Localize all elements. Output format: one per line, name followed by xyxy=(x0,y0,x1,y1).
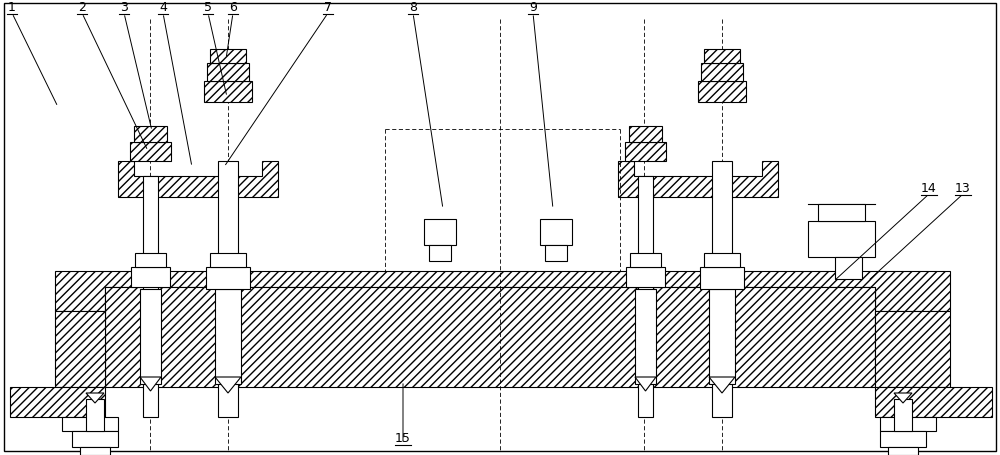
Polygon shape xyxy=(140,289,161,384)
Polygon shape xyxy=(540,219,572,245)
Polygon shape xyxy=(630,253,661,268)
Text: 13: 13 xyxy=(955,182,971,195)
Text: 7: 7 xyxy=(324,1,332,14)
Polygon shape xyxy=(700,268,744,289)
Polygon shape xyxy=(894,399,912,431)
Polygon shape xyxy=(105,288,875,387)
Polygon shape xyxy=(880,417,936,431)
Text: 3: 3 xyxy=(120,1,128,14)
Polygon shape xyxy=(698,82,746,103)
Polygon shape xyxy=(429,245,451,262)
Polygon shape xyxy=(894,393,912,403)
Polygon shape xyxy=(130,143,171,162)
Text: 15: 15 xyxy=(395,431,411,444)
Polygon shape xyxy=(701,64,743,82)
Polygon shape xyxy=(818,205,865,222)
Polygon shape xyxy=(55,311,105,387)
Polygon shape xyxy=(626,268,665,288)
Text: 6: 6 xyxy=(229,1,237,14)
Polygon shape xyxy=(218,162,238,417)
Polygon shape xyxy=(143,177,158,417)
Text: 1: 1 xyxy=(8,1,16,14)
Polygon shape xyxy=(545,245,567,262)
Text: 2: 2 xyxy=(78,1,86,14)
Polygon shape xyxy=(210,253,246,268)
Polygon shape xyxy=(709,289,735,384)
Polygon shape xyxy=(704,253,740,268)
Polygon shape xyxy=(635,377,656,391)
Polygon shape xyxy=(80,447,110,455)
Polygon shape xyxy=(10,387,105,417)
Polygon shape xyxy=(207,64,249,82)
Polygon shape xyxy=(888,447,918,455)
Polygon shape xyxy=(712,162,732,417)
Polygon shape xyxy=(118,162,278,197)
Text: 9: 9 xyxy=(529,1,537,14)
Text: 14: 14 xyxy=(921,182,937,195)
Polygon shape xyxy=(880,431,926,447)
Polygon shape xyxy=(704,50,740,64)
Polygon shape xyxy=(206,268,250,289)
Polygon shape xyxy=(638,177,653,417)
Polygon shape xyxy=(131,268,170,288)
Polygon shape xyxy=(72,431,118,447)
Polygon shape xyxy=(875,311,950,387)
Polygon shape xyxy=(134,127,167,143)
Text: 4: 4 xyxy=(159,1,167,14)
Polygon shape xyxy=(625,143,666,162)
Polygon shape xyxy=(140,377,161,391)
Polygon shape xyxy=(86,399,104,431)
Polygon shape xyxy=(135,253,166,268)
Polygon shape xyxy=(204,82,252,103)
Text: 8: 8 xyxy=(409,1,417,14)
Polygon shape xyxy=(709,377,735,393)
Polygon shape xyxy=(629,127,662,143)
Polygon shape xyxy=(86,393,104,403)
Polygon shape xyxy=(635,289,656,384)
Polygon shape xyxy=(618,162,778,197)
Text: 5: 5 xyxy=(204,1,212,14)
Polygon shape xyxy=(210,50,246,64)
Polygon shape xyxy=(55,271,950,311)
Polygon shape xyxy=(835,258,862,279)
Polygon shape xyxy=(62,417,118,431)
Polygon shape xyxy=(215,289,241,384)
Polygon shape xyxy=(215,377,241,393)
Polygon shape xyxy=(808,222,875,258)
Polygon shape xyxy=(424,219,456,245)
Polygon shape xyxy=(875,387,992,417)
